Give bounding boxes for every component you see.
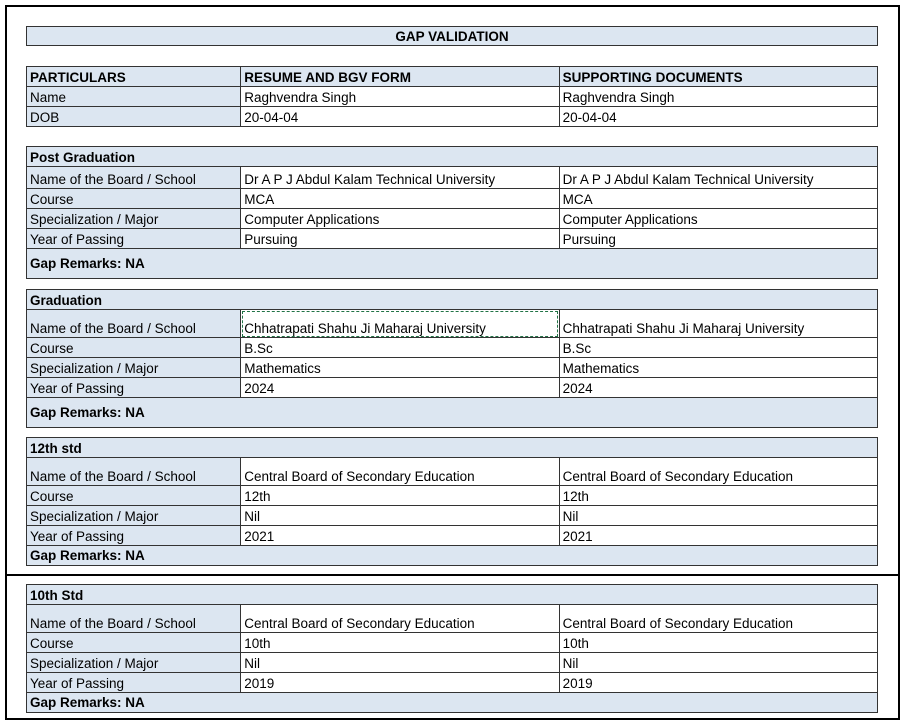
table-row: Course 10th 10th xyxy=(25,632,879,653)
row-label[interactable]: Year of Passing xyxy=(25,672,242,693)
section-title[interactable]: Post Graduation xyxy=(26,146,878,167)
section-10th-std: 10th Std Name of the Board / School Cent… xyxy=(25,584,879,713)
row-label[interactable]: Specialization / Major xyxy=(25,505,242,526)
table-row: Course MCA MCA xyxy=(25,188,879,209)
docs-value[interactable]: Chhatrapati Shahu Ji Maharaj University xyxy=(558,309,879,338)
table-row: Year of Passing 2019 2019 xyxy=(25,672,879,693)
table-row: Name of the Board / School Chhatrapati S… xyxy=(25,309,879,338)
gap-remarks[interactable]: Gap Remarks: NA xyxy=(26,692,878,713)
table-row: Name of the Board / School Dr A P J Abdu… xyxy=(25,166,879,189)
docs-value[interactable]: B.Sc xyxy=(558,337,879,358)
docs-value[interactable]: Mathematics xyxy=(558,357,879,378)
row-label[interactable]: Year of Passing xyxy=(25,228,242,249)
table-row: Specialization / Major Nil Nil xyxy=(25,505,879,526)
resume-value[interactable]: Central Board of Secondary Education xyxy=(240,604,560,633)
docs-value[interactable]: Dr A P J Abdul Kalam Technical Universit… xyxy=(558,166,879,189)
docs-value[interactable]: Central Board of Secondary Education xyxy=(558,457,879,486)
dob-docs[interactable]: 20-04-04 xyxy=(558,106,879,127)
table-row: Name of the Board / School Central Board… xyxy=(25,457,879,486)
resume-value[interactable]: Dr A P J Abdul Kalam Technical Universit… xyxy=(240,166,560,189)
outer-border xyxy=(5,5,900,720)
row-label[interactable]: Specialization / Major xyxy=(25,208,242,229)
resume-value[interactable]: Pursuing xyxy=(240,228,560,249)
resume-value[interactable]: Computer Applications xyxy=(240,208,560,229)
section-graduation: Graduation Name of the Board / School Ch… xyxy=(25,289,879,428)
section-title[interactable]: Graduation xyxy=(26,289,878,310)
resume-value[interactable]: MCA xyxy=(240,188,560,209)
col-header-resume[interactable]: RESUME AND BGV FORM xyxy=(240,66,560,87)
row-label[interactable]: Specialization / Major xyxy=(25,357,242,378)
table-row: Specialization / Major Mathematics Mathe… xyxy=(25,357,879,378)
table-row: Name of the Board / School Central Board… xyxy=(25,604,879,633)
docs-value[interactable]: 2019 xyxy=(558,672,879,693)
resume-value[interactable]: 12th xyxy=(240,485,560,506)
row-label[interactable]: Year of Passing xyxy=(25,377,242,398)
row-label[interactable]: Course xyxy=(25,485,242,506)
resume-value[interactable]: Central Board of Secondary Education xyxy=(240,457,560,486)
title-table: GAP VALIDATION xyxy=(26,26,878,46)
dob-resume[interactable]: 20-04-04 xyxy=(240,106,560,127)
row-label[interactable]: Course xyxy=(25,188,242,209)
resume-value[interactable]: Chhatrapati Shahu Ji Maharaj University xyxy=(240,309,560,338)
table-row: Year of Passing Pursuing Pursuing xyxy=(25,228,879,249)
gap-remarks[interactable]: Gap Remarks: NA xyxy=(26,545,878,566)
row-label[interactable]: Name of the Board / School xyxy=(25,457,242,486)
row-label[interactable]: Course xyxy=(25,337,242,358)
section-12th-std: 12th std Name of the Board / School Cent… xyxy=(25,437,879,566)
table-row: Specialization / Major Computer Applicat… xyxy=(25,208,879,229)
dob-label[interactable]: DOB xyxy=(25,106,242,127)
docs-value[interactable]: Nil xyxy=(558,652,879,673)
gap-remarks[interactable]: Gap Remarks: NA xyxy=(26,397,878,428)
name-label[interactable]: Name xyxy=(25,86,242,107)
resume-value[interactable]: 2024 xyxy=(240,377,560,398)
gap-remarks[interactable]: Gap Remarks: NA xyxy=(26,248,878,279)
name-resume[interactable]: Raghvendra Singh xyxy=(240,86,560,107)
row-label[interactable]: Specialization / Major xyxy=(25,652,242,673)
table-row: Year of Passing 2024 2024 xyxy=(25,377,879,398)
docs-value[interactable]: MCA xyxy=(558,188,879,209)
docs-value[interactable]: 2024 xyxy=(558,377,879,398)
resume-value[interactable]: B.Sc xyxy=(240,337,560,358)
docs-value[interactable]: 12th xyxy=(558,485,879,506)
col-header-particulars[interactable]: PARTICULARS xyxy=(25,66,242,87)
row-label[interactable]: Name of the Board / School xyxy=(25,604,242,633)
col-header-docs[interactable]: SUPPORTING DOCUMENTS xyxy=(558,66,879,87)
docs-value[interactable]: Central Board of Secondary Education xyxy=(558,604,879,633)
row-label[interactable]: Name of the Board / School xyxy=(25,309,242,338)
table-row: Course B.Sc B.Sc xyxy=(25,337,879,358)
row-label[interactable]: Course xyxy=(25,632,242,653)
name-docs[interactable]: Raghvendra Singh xyxy=(558,86,879,107)
table-row: Specialization / Major Nil Nil xyxy=(25,652,879,673)
docs-value[interactable]: Pursuing xyxy=(558,228,879,249)
resume-value[interactable]: Mathematics xyxy=(240,357,560,378)
resume-value[interactable]: 10th xyxy=(240,632,560,653)
resume-value[interactable]: 2021 xyxy=(240,525,560,546)
resume-value[interactable]: Nil xyxy=(240,505,560,526)
resume-value[interactable]: 2019 xyxy=(240,672,560,693)
page-title: GAP VALIDATION xyxy=(26,26,878,46)
docs-value[interactable]: Computer Applications xyxy=(558,208,879,229)
row-label[interactable]: Year of Passing xyxy=(25,525,242,546)
particulars-table: PARTICULARS RESUME AND BGV FORM SUPPORTI… xyxy=(25,66,879,127)
table-row: Course 12th 12th xyxy=(25,485,879,506)
docs-value[interactable]: Nil xyxy=(558,505,879,526)
resume-value[interactable]: Nil xyxy=(240,652,560,673)
table-row: Year of Passing 2021 2021 xyxy=(25,525,879,546)
docs-value[interactable]: 10th xyxy=(558,632,879,653)
row-label[interactable]: Name of the Board / School xyxy=(25,166,242,189)
docs-value[interactable]: 2021 xyxy=(558,525,879,546)
page-divider xyxy=(5,574,900,576)
section-title[interactable]: 12th std xyxy=(26,437,878,458)
section-post-graduation: Post Graduation Name of the Board / Scho… xyxy=(25,146,879,279)
section-title[interactable]: 10th Std xyxy=(26,584,878,605)
